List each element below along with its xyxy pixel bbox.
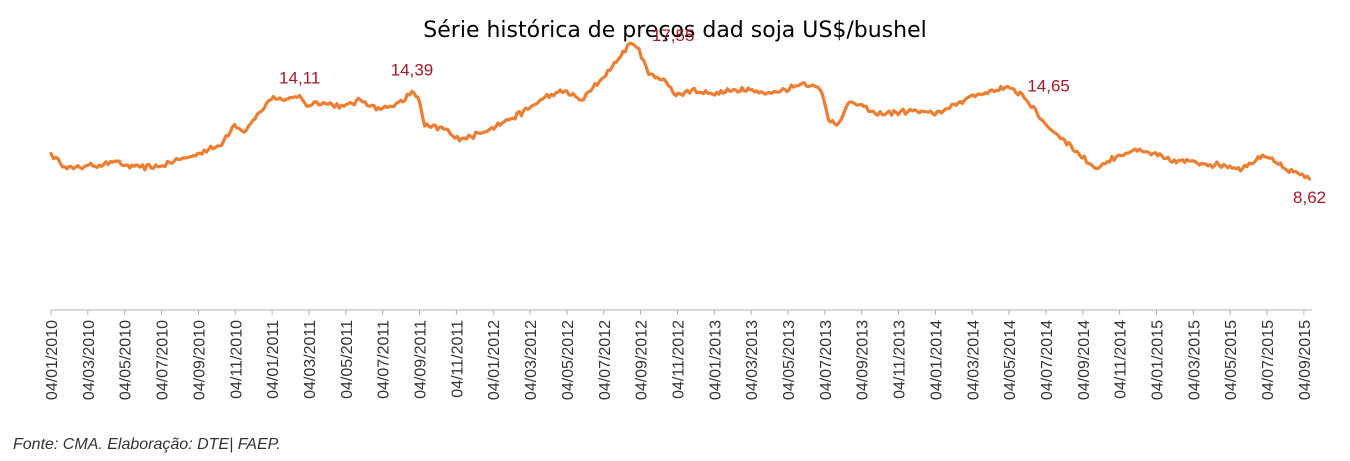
x-tick-label: 04/09/2010 [191, 320, 208, 400]
x-tick-label: 04/09/2015 [1297, 320, 1314, 400]
x-tick-label: 04/05/2014 [1002, 320, 1019, 400]
x-tick-label: 04/07/2011 [376, 320, 393, 399]
x-tick-label: 04/09/2011 [413, 320, 430, 399]
x-tick-label: 04/03/2010 [81, 320, 98, 400]
x-tick-label: 04/03/2014 [965, 320, 982, 400]
x-tick-label: 04/11/2012 [670, 320, 687, 399]
x-tick-label: 04/05/2013 [781, 320, 798, 400]
x-tick-label: 04/11/2014 [1113, 320, 1130, 399]
x-tick-label: 04/03/2011 [302, 320, 319, 399]
x-tick-label: 04/01/2014 [928, 320, 945, 400]
x-tick-label: 04/01/2011 [265, 320, 282, 399]
x-tick-label: 04/05/2015 [1223, 320, 1240, 400]
x-tick-label: 04/07/2012 [597, 320, 614, 400]
x-tick-label: 04/11/2010 [228, 320, 245, 399]
x-tick-label: 04/01/2013 [707, 320, 724, 400]
x-tick-label: 04/07/2015 [1260, 320, 1277, 400]
source-note: Fonte: CMA. Elaboração: DTE| FAEP. [13, 436, 281, 453]
x-tick-label: 04/07/2010 [155, 320, 172, 400]
x-tick-label: 04/03/2012 [523, 320, 540, 400]
x-tick-label: 04/09/2014 [1076, 320, 1093, 400]
chart-title: Série histórica de preços dad soja US$/b… [423, 18, 927, 43]
x-tick-label: 04/05/2012 [560, 320, 577, 400]
x-tick-label: 04/01/2015 [1150, 320, 1167, 400]
price-series-line [49, 41, 1312, 181]
x-tick-label: 04/11/2011 [449, 320, 466, 398]
data-label: 8,62 [1293, 188, 1326, 207]
x-tick-label: 04/05/2011 [339, 320, 356, 399]
x-tick-label: 04/07/2013 [818, 320, 835, 400]
data-label: 14,39 [391, 60, 434, 79]
x-tick-label: 04/01/2010 [44, 320, 61, 400]
x-tick-label: 04/07/2014 [1039, 320, 1056, 400]
x-tick-label: 04/01/2012 [486, 320, 503, 400]
data-label: 17,55 [652, 26, 695, 45]
data-label: 14,11 [279, 69, 320, 88]
x-tick-label: 04/03/2015 [1186, 320, 1203, 400]
x-tick-label: 04/09/2012 [634, 320, 651, 400]
x-tick-label: 04/03/2013 [744, 320, 761, 400]
x-tick-label: 04/05/2010 [118, 320, 135, 400]
data-label: 14,65 [1027, 76, 1070, 95]
x-tick-label: 04/09/2013 [855, 320, 872, 400]
x-tick-label: 04/11/2013 [892, 320, 909, 399]
